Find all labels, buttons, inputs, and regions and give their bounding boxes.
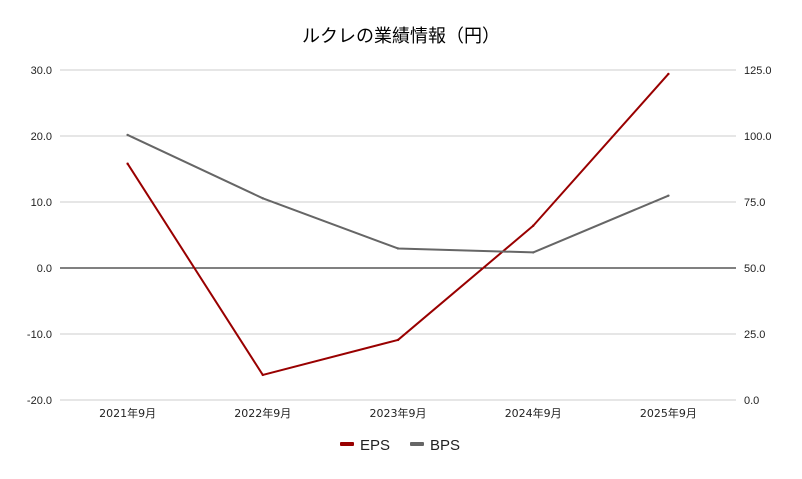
legend: EPS BPS [340,437,460,454]
y-left-tick-label: 30.0 [31,65,52,77]
y-right-tick-label: 0.0 [744,395,759,407]
y-axis-left: 30.0 20.0 10.0 0.0 -10.0 -20.0 [27,65,52,407]
x-tick-label: 2021年9月 [99,406,156,420]
series-line-eps [126,73,670,376]
y-right-tick-label: 75.0 [744,197,765,209]
data-point-bps [126,133,129,137]
data-point-eps [396,338,400,342]
y-axis-right: 125.0 100.0 75.0 50.0 25.0 0.0 [744,65,772,407]
y-right-tick-label: 100.0 [744,131,772,143]
gridlines [60,69,736,401]
y-left-tick-label: -20.0 [27,395,52,407]
x-tick-label: 2024年9月 [505,406,562,420]
y-left-tick-label: 0.0 [37,263,52,275]
chart-title: ルクレの業績情報（円） [302,26,500,47]
x-tick-label: 2025年9月 [640,406,697,420]
series-lines [126,72,670,377]
y-right-tick-label: 50.0 [744,263,765,275]
x-tick-label: 2023年9月 [370,406,427,420]
legend-swatch-bps [410,442,424,446]
y-left-tick-label: 10.0 [31,197,52,209]
y-left-tick-label: 20.0 [31,131,52,143]
x-tick-label: 2022年9月 [234,406,291,420]
data-point-eps [126,162,129,165]
legend-swatch-eps [340,442,354,446]
data-point-bps [532,251,535,254]
legend-label-bps: BPS [430,437,460,454]
x-axis: 2021年9月 2022年9月 2023年9月 2024年9月 2025年9月 [99,406,697,420]
data-point-bps [667,194,670,197]
series-line-bps [127,134,669,254]
data-point-bps [261,197,264,200]
y-right-tick-label: 25.0 [744,329,765,341]
data-point-eps [667,72,670,76]
y-right-tick-label: 125.0 [744,65,772,77]
data-point-eps [532,224,535,227]
legend-label-eps: EPS [360,437,390,454]
data-point-bps [396,247,400,250]
data-point-eps [261,373,264,377]
y-left-tick-label: -10.0 [27,329,52,341]
